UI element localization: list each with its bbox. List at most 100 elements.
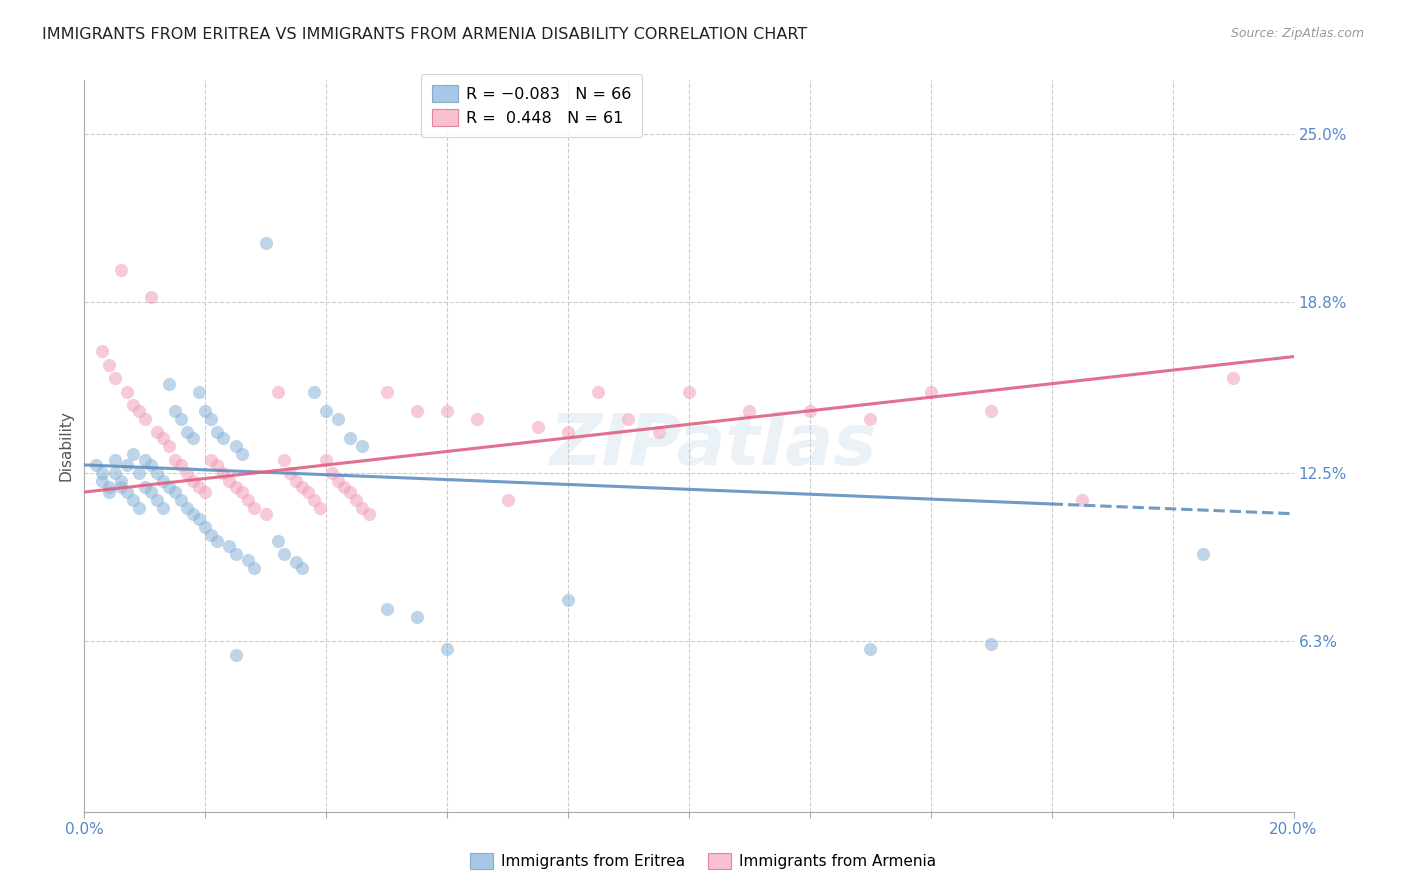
Point: [799, 404, 821, 418]
Point: [236, 553, 259, 567]
Point: [146, 466, 169, 480]
Point: [152, 431, 174, 445]
Point: [188, 384, 211, 399]
Point: [97, 485, 120, 500]
Point: [617, 412, 640, 426]
Point: [104, 371, 127, 385]
Point: [194, 485, 217, 500]
Point: [97, 480, 120, 494]
Point: [170, 458, 193, 472]
Point: [212, 466, 235, 480]
Point: [152, 501, 174, 516]
Point: [557, 593, 579, 607]
Point: [1071, 493, 1094, 508]
Point: [207, 458, 229, 472]
Point: [212, 431, 235, 445]
Point: [315, 452, 337, 467]
Point: [859, 642, 882, 657]
Point: [920, 384, 942, 399]
Point: [225, 439, 247, 453]
Point: [134, 480, 156, 494]
Point: [352, 501, 374, 516]
Point: [467, 412, 489, 426]
Point: [273, 452, 295, 467]
Point: [346, 493, 368, 508]
Point: [297, 485, 319, 500]
Point: [194, 520, 217, 534]
Point: [176, 425, 198, 440]
Point: [678, 384, 700, 399]
Point: [339, 485, 361, 500]
Point: [980, 404, 1002, 418]
Point: [121, 447, 143, 461]
Point: [104, 452, 127, 467]
Y-axis label: Disability: Disability: [58, 410, 73, 482]
Point: [328, 412, 350, 426]
Point: [291, 561, 314, 575]
Point: [242, 501, 264, 516]
Point: [128, 404, 150, 418]
Point: [110, 480, 132, 494]
Text: Source: ZipAtlas.com: Source: ZipAtlas.com: [1230, 27, 1364, 40]
Point: [181, 474, 204, 488]
Point: [648, 425, 671, 440]
Point: [859, 412, 882, 426]
Point: [170, 412, 193, 426]
Point: [134, 452, 156, 467]
Point: [188, 480, 211, 494]
Point: [436, 404, 458, 418]
Point: [139, 485, 162, 500]
Point: [104, 466, 127, 480]
Point: [436, 642, 458, 657]
Point: [200, 452, 222, 467]
Point: [194, 404, 217, 418]
Point: [188, 512, 211, 526]
Text: IMMIGRANTS FROM ERITREA VS IMMIGRANTS FROM ARMENIA DISABILITY CORRELATION CHART: IMMIGRANTS FROM ERITREA VS IMMIGRANTS FR…: [42, 27, 807, 42]
Point: [86, 458, 108, 472]
Point: [321, 466, 343, 480]
Point: [328, 474, 350, 488]
Point: [588, 384, 610, 399]
Point: [207, 533, 229, 548]
Point: [1192, 547, 1215, 561]
Point: [157, 376, 180, 391]
Point: [181, 431, 204, 445]
Point: [527, 420, 550, 434]
Point: [115, 485, 138, 500]
Point: [375, 601, 398, 615]
Point: [309, 501, 332, 516]
Point: [225, 547, 247, 561]
Point: [139, 290, 162, 304]
Point: [146, 493, 169, 508]
Point: [291, 480, 314, 494]
Point: [207, 425, 229, 440]
Point: [225, 480, 247, 494]
Point: [176, 501, 198, 516]
Point: [496, 493, 519, 508]
Point: [285, 556, 308, 570]
Point: [375, 384, 398, 399]
Point: [146, 425, 169, 440]
Point: [557, 425, 579, 440]
Point: [302, 384, 325, 399]
Point: [406, 404, 429, 418]
Text: ZIPatlas: ZIPatlas: [550, 411, 877, 481]
Point: [254, 235, 277, 250]
Point: [218, 539, 240, 553]
Point: [339, 431, 361, 445]
Point: [357, 507, 380, 521]
Point: [181, 507, 204, 521]
Point: [128, 466, 150, 480]
Point: [242, 561, 264, 575]
Point: [200, 528, 222, 542]
Point: [980, 637, 1002, 651]
Point: [165, 452, 187, 467]
Point: [200, 412, 222, 426]
Point: [170, 493, 193, 508]
Point: [115, 458, 138, 472]
Point: [139, 458, 162, 472]
Point: [110, 474, 132, 488]
Point: [121, 493, 143, 508]
Point: [115, 384, 138, 399]
Point: [225, 648, 247, 662]
